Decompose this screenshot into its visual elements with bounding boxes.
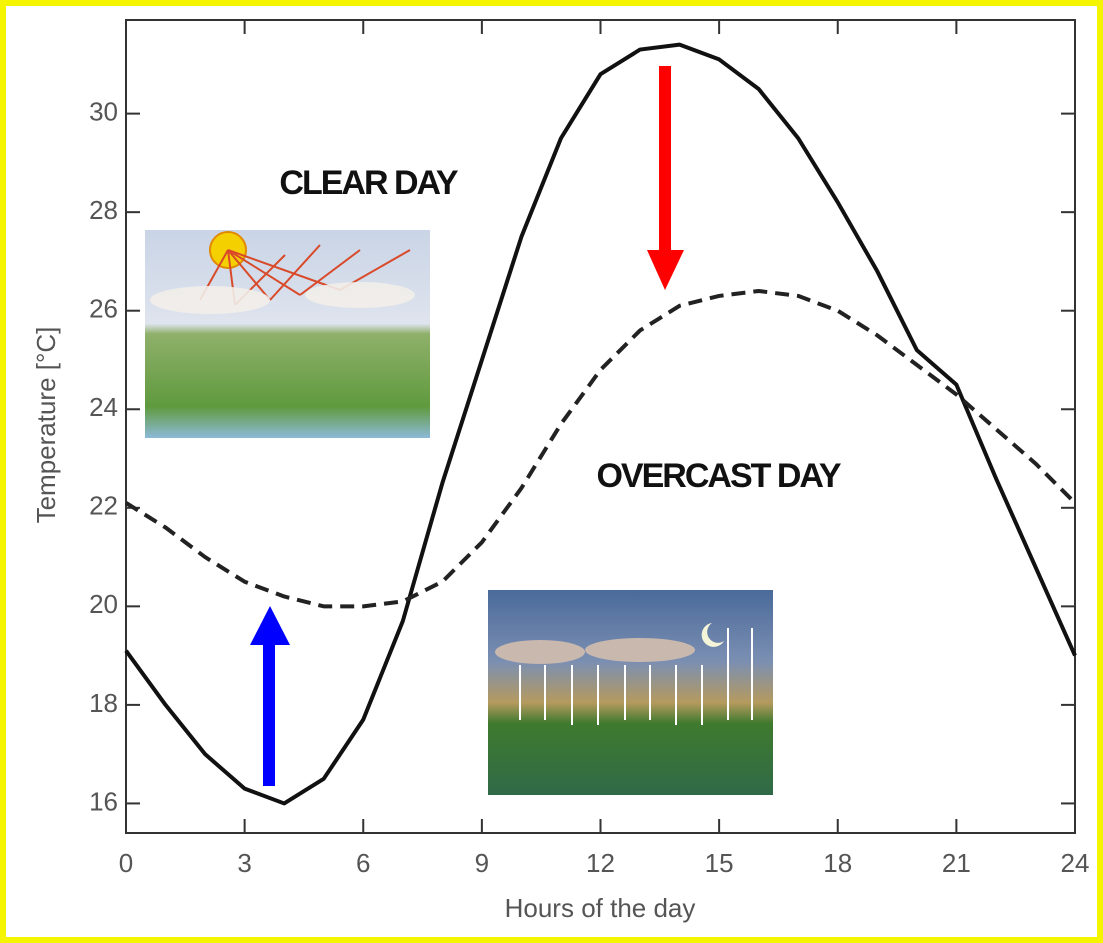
red-arrow — [647, 66, 684, 290]
x-axis-label: Hours of the day — [505, 893, 696, 923]
x-tick-label: 3 — [237, 848, 251, 878]
x-tick-label: 24 — [1061, 848, 1090, 878]
chart: Hours of the day Temperature [°C] 16 18 20… — [0, 0, 1103, 943]
overcast-day-illustration — [488, 590, 773, 795]
series-annotation: CLEAR DAY — [279, 164, 459, 202]
clear-day-illustration — [145, 230, 430, 438]
blue-arrow — [250, 606, 290, 786]
x-tick-label: 15 — [705, 848, 734, 878]
y-tick-label: 18 — [89, 688, 118, 718]
y-tick-label: 26 — [89, 294, 118, 324]
x-tick-label: 12 — [586, 848, 615, 878]
frame — [3, 3, 1100, 940]
x-tick-label: 21 — [942, 848, 971, 878]
x-tick-label: 9 — [475, 848, 489, 878]
x-tick-label: 6 — [356, 848, 370, 878]
y-tick-label: 28 — [89, 195, 118, 225]
x-tick-label: 0 — [119, 848, 133, 878]
y-axis-label: Temperature [°C] — [31, 327, 61, 524]
y-tick-label: 20 — [89, 589, 118, 619]
y-tick-label: 24 — [89, 392, 118, 422]
y-tick-label: 30 — [89, 96, 118, 126]
y-tick-label: 16 — [89, 786, 118, 816]
y-tick-label: 22 — [89, 491, 118, 521]
x-tick-label: 18 — [823, 848, 852, 878]
series-annotation: OVERCAST DAY — [596, 457, 841, 495]
